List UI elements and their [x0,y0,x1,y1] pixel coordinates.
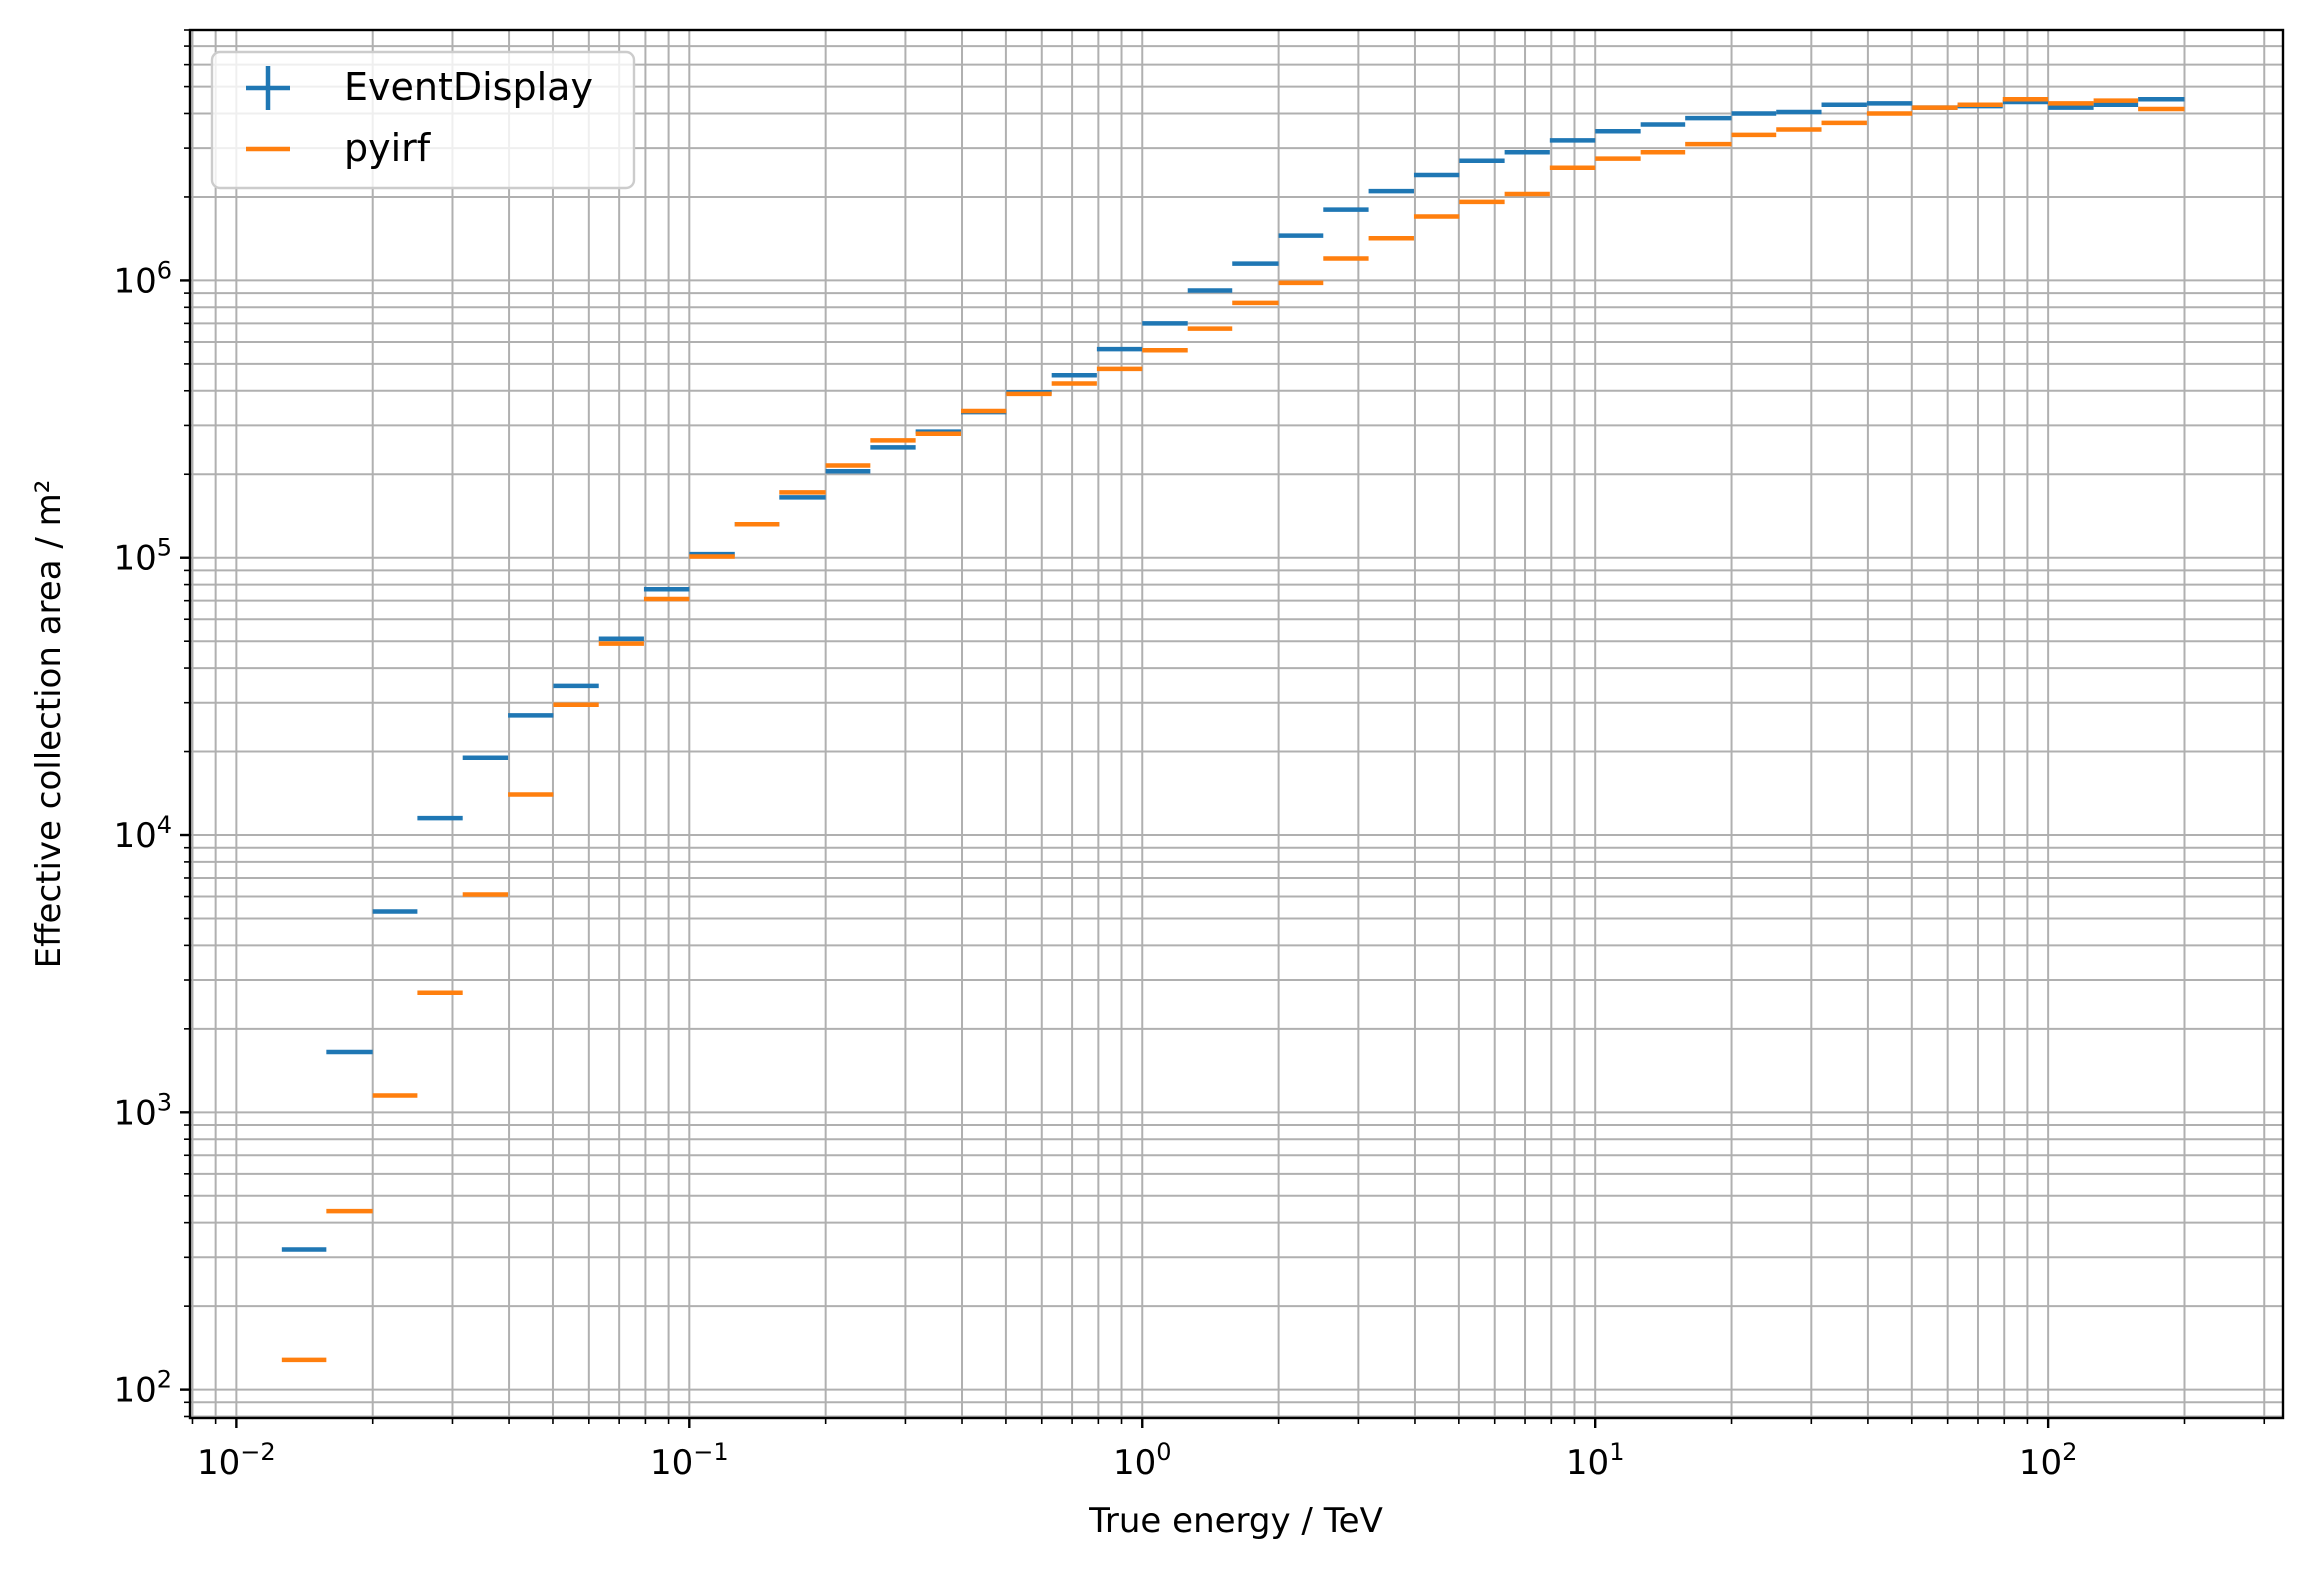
y-axis-label: Effective collection area / m² [29,480,69,969]
x-axis-label: True energy / TeV [1088,1501,1383,1541]
y-tick-label: 102 [113,1366,172,1411]
plot-frame [188,28,2285,1420]
y-tick-label: 104 [113,811,172,856]
y-tick-label: 103 [113,1088,172,1133]
y-tick-label: 106 [113,256,172,301]
x-tick-label: 100 [1113,1438,1172,1483]
x-tick-label: 10−2 [197,1438,276,1483]
axis-ticks: 10−2 10−1 100 101 102 102 103 104 105 106 [113,29,2266,1483]
legend-label-eventdisplay: EventDisplay [344,65,593,109]
x-tick-label: 10−1 [650,1438,729,1483]
legend: EventDisplay pyirf [210,50,636,190]
data-series [281,97,2185,1363]
y-tick-label: 105 [113,534,172,579]
legend-label-pyirf: pyirf [344,126,432,170]
legend-box [210,50,636,190]
series-pyirf [281,97,2185,1363]
legend-entry-pyirf: pyirf [246,126,432,170]
x-tick-label: 101 [1566,1438,1625,1483]
x-tick-label: 102 [2019,1438,2078,1483]
legend-entry-eventdisplay: EventDisplay [246,65,593,110]
grid-lines [190,29,2283,1418]
